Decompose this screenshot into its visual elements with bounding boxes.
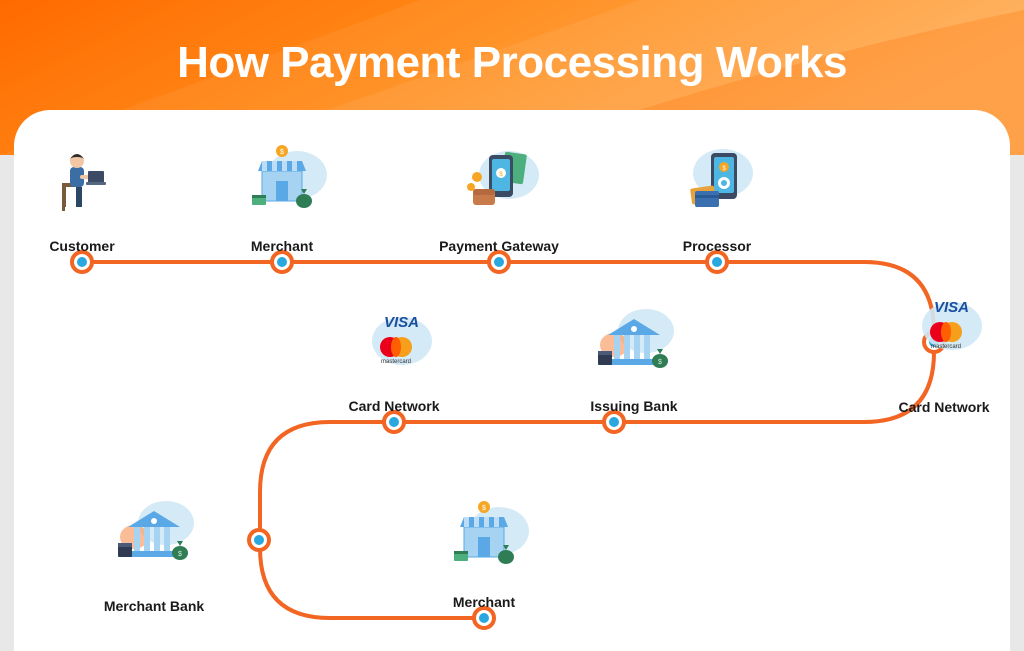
content-panel: Customer $ Merchant $ Payment Gateway $ Proces… xyxy=(14,110,1010,651)
step-issuing-bank: $ Issuing Bank xyxy=(564,305,704,415)
step-customer: Customer xyxy=(12,145,152,255)
svg-text:$: $ xyxy=(280,149,284,156)
step-merchant1: $ Merchant xyxy=(212,145,352,255)
step-payment-gateway: $ Payment Gateway xyxy=(429,145,569,255)
step-processor: $ Processor xyxy=(647,145,787,255)
phone-cards-icon: $ xyxy=(667,145,767,215)
svg-text:$: $ xyxy=(178,551,182,558)
svg-text:VISA: VISA xyxy=(384,314,419,331)
step-label: Merchant xyxy=(414,594,554,611)
person-laptop-icon xyxy=(32,145,132,215)
step-label: Payment Gateway xyxy=(429,238,569,255)
step-card-network2: VISA mastercard Card Network xyxy=(324,305,464,415)
visa-mc-icon: VISA mastercard xyxy=(894,290,994,360)
step-merchant-bank: $ Merchant Bank xyxy=(84,497,224,615)
bank-icon: $ xyxy=(104,497,204,567)
step-card-network1: VISA mastercard Card Network xyxy=(874,290,1014,416)
store-icon: $ xyxy=(232,145,332,215)
step-label: Merchant Bank xyxy=(84,598,224,615)
step-label: Merchant xyxy=(212,238,352,255)
svg-text:$: $ xyxy=(482,505,486,512)
svg-text:mastercard: mastercard xyxy=(381,359,411,365)
phone-wallet-icon: $ xyxy=(449,145,549,215)
step-label: Customer xyxy=(12,238,152,255)
svg-text:$: $ xyxy=(658,359,662,366)
page-title: How Payment Processing Works xyxy=(0,0,1024,88)
step-label: Processor xyxy=(647,238,787,255)
svg-text:mastercard: mastercard xyxy=(931,344,961,350)
step-label: Card Network xyxy=(874,399,1014,416)
step-merchant2: $ Merchant xyxy=(414,501,554,611)
step-label: Card Network xyxy=(324,398,464,415)
step-label: Issuing Bank xyxy=(564,398,704,415)
visa-mc-icon: VISA mastercard xyxy=(344,305,444,375)
bank-icon: $ xyxy=(584,305,684,375)
store-icon: $ xyxy=(434,501,534,571)
svg-text:VISA: VISA xyxy=(934,299,969,316)
